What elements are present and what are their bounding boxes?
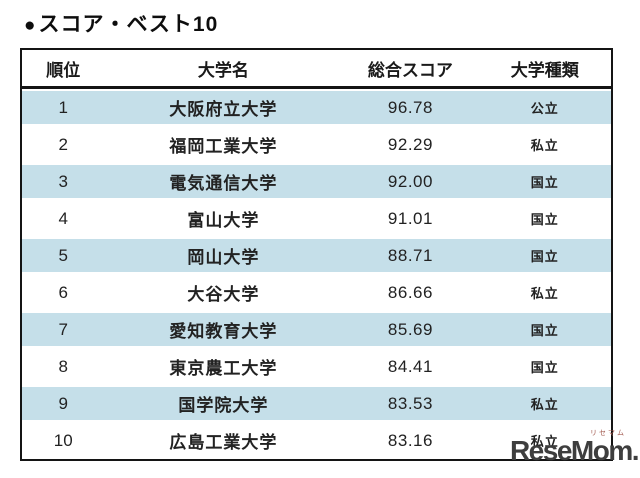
table-row: 6 大谷大学 86.66 私立 [22, 274, 611, 311]
table-row: 7 愛知教育大学 85.69 国立 [22, 311, 611, 348]
table-row: 3 電気通信大学 92.00 国立 [22, 163, 611, 200]
cell-university-type: 国立 [530, 360, 559, 375]
cell-university-name: 岡山大学 [187, 248, 260, 267]
cell-university-name: 広島工業大学 [169, 433, 278, 452]
cell-rank: 2 [58, 134, 68, 154]
cell-rank: 8 [58, 356, 68, 376]
header-type: 大学種類 [510, 60, 579, 80]
cell-rank: 7 [58, 319, 68, 339]
table-row: 5 岡山大学 88.71 国立 [22, 237, 611, 274]
cell-university-name: 大谷大学 [187, 285, 260, 304]
cell-university-type: 国立 [530, 249, 559, 264]
cell-rank: 4 [58, 208, 68, 228]
cell-score: 83.53 [387, 393, 433, 413]
cell-score: 91.01 [387, 208, 433, 228]
header-name: 大学名 [197, 60, 249, 80]
cell-university-name: 国学院大学 [178, 396, 269, 415]
cell-university-name: 福岡工業大学 [169, 137, 278, 156]
page-title: ●スコア・ベスト10 [24, 8, 218, 38]
cell-score: 96.78 [387, 97, 433, 117]
table-row: 8 東京農工大学 84.41 国立 [22, 348, 611, 385]
cell-university-name: 東京農工大学 [169, 359, 278, 378]
header-score: 総合スコア [367, 60, 453, 80]
cell-university-name: 大阪府立大学 [169, 100, 278, 119]
cell-university-type: 私立 [530, 397, 559, 412]
cell-score: 92.00 [387, 171, 433, 191]
cell-rank: 3 [58, 171, 68, 191]
cell-score: 92.29 [387, 134, 433, 154]
cell-score: 88.71 [387, 245, 433, 265]
cell-rank: 1 [58, 97, 68, 117]
header-rank: 順位 [46, 60, 81, 80]
cell-university-type: 公立 [530, 101, 559, 116]
table-body: 1 大阪府立大学 96.78 公立 2 福岡工業大学 92.29 私立 3 電気… [22, 89, 611, 459]
cell-university-type: 私立 [530, 434, 559, 449]
cell-rank: 9 [58, 393, 68, 413]
cell-score: 85.69 [387, 319, 433, 339]
cell-university-name: 富山大学 [187, 211, 260, 230]
page-title-text: スコア・ベスト10 [38, 13, 219, 36]
cell-university-name: 電気通信大学 [169, 174, 278, 193]
cell-university-type: 私立 [530, 286, 559, 301]
cell-university-type: 国立 [530, 323, 559, 338]
cell-score: 84.41 [387, 356, 433, 376]
table-row: 4 富山大学 91.01 国立 [22, 200, 611, 237]
bullet-icon: ● [24, 15, 37, 36]
cell-score: 83.16 [387, 430, 433, 450]
cell-university-type: 国立 [530, 212, 559, 227]
table-row: 10 広島工業大学 83.16 私立 [22, 422, 611, 459]
table-row: 2 福岡工業大学 92.29 私立 [22, 126, 611, 163]
table-header-row: 順位 大学名 総合スコア 大学種類 [22, 50, 611, 89]
cell-score: 86.66 [387, 282, 433, 302]
cell-university-name: 愛知教育大学 [169, 322, 278, 341]
cell-university-type: 国立 [530, 175, 559, 190]
table-row: 9 国学院大学 83.53 私立 [22, 385, 611, 422]
cell-rank: 10 [53, 430, 73, 450]
cell-rank: 5 [58, 245, 68, 265]
ranking-table: 順位 大学名 総合スコア 大学種類 1 大阪府立大学 96.78 公立 2 福岡… [20, 48, 613, 461]
table-row: 1 大阪府立大学 96.78 公立 [22, 89, 611, 126]
cell-rank: 6 [58, 282, 68, 302]
cell-university-type: 私立 [530, 138, 559, 153]
